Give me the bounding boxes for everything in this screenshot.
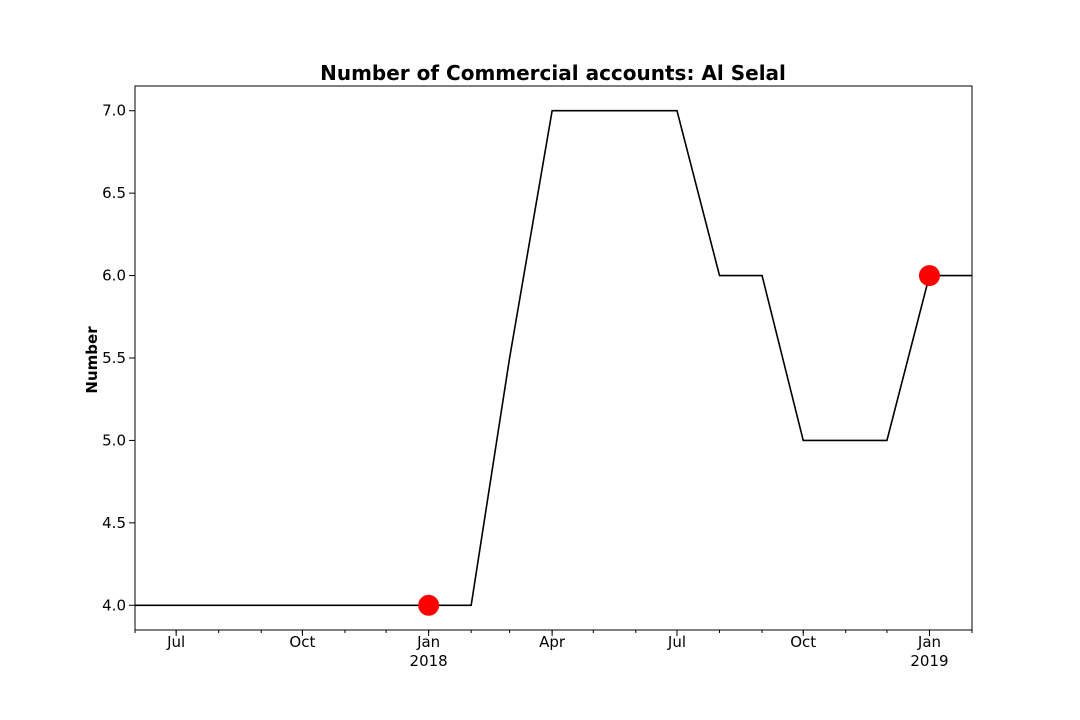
y-tick-label: 6.0 xyxy=(102,267,126,285)
x-tick-year-label: 2019 xyxy=(910,652,948,670)
y-axis-label: Number xyxy=(83,326,101,394)
x-tick-label: Jul xyxy=(166,633,185,651)
plot-frame xyxy=(134,85,973,631)
y-tick-label: 5.5 xyxy=(102,349,126,367)
chart-title: Number of Commercial accounts: Al Selal xyxy=(320,61,786,85)
x-tick-year-label: 2018 xyxy=(410,652,448,670)
y-tick-label: 7.0 xyxy=(102,102,126,120)
y-tick-label: 4.0 xyxy=(102,596,126,614)
x-tick-label: Jul xyxy=(667,633,686,651)
y-tick-label: 5.0 xyxy=(102,431,126,449)
highlight-marker xyxy=(418,594,440,616)
x-tick-label: Oct xyxy=(790,633,816,651)
y-tick-label: 4.5 xyxy=(102,514,126,532)
y-tick-label: 6.5 xyxy=(102,184,126,202)
x-tick-label: Jan xyxy=(917,633,941,651)
x-tick-label: Apr xyxy=(539,633,566,651)
x-tick-label: Jan xyxy=(416,633,440,651)
series-line xyxy=(135,109,972,607)
highlight-marker xyxy=(918,265,940,287)
x-tick-label: Oct xyxy=(289,633,315,651)
